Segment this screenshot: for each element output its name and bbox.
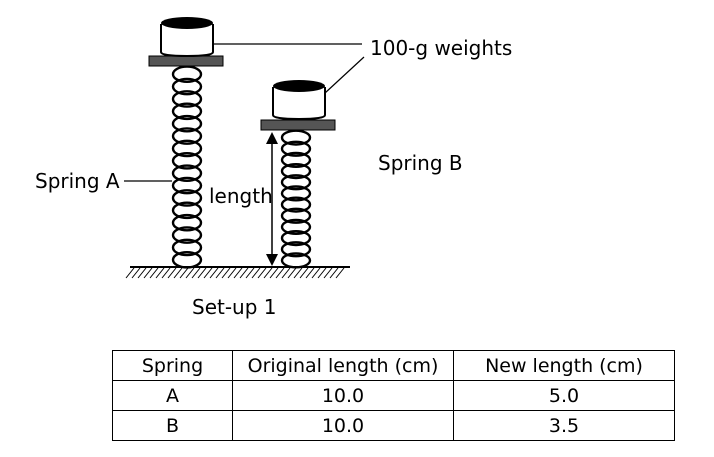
ground-hatch (137, 267, 147, 279)
spring-coil (171, 127, 203, 145)
ground-hatch (203, 267, 213, 279)
ground-hatch (167, 267, 177, 279)
spring-coil (171, 238, 203, 257)
setup-label: Set-up 1 (192, 295, 277, 319)
cell-original-length: 10.0 (232, 410, 454, 441)
table-row: B 10.0 3.5 (112, 410, 675, 441)
spring-a-plate (148, 55, 224, 67)
cell-new-length: 3.5 (453, 410, 675, 441)
ground-hatch (173, 267, 183, 279)
ground-hatch (305, 267, 315, 279)
results-table-wrapper: Spring Original length (cm) New length (… (112, 350, 675, 441)
spring-coil (171, 77, 203, 96)
spring-coil (280, 185, 312, 202)
spring-b-label: Spring B (378, 151, 463, 175)
ground-hatch (209, 267, 219, 279)
spring-a (148, 17, 224, 269)
spring-coil (171, 139, 203, 158)
weights-label: 100-g weights (370, 36, 512, 60)
cell-original-length: 10.0 (232, 380, 454, 411)
cell-new-length: 5.0 (453, 380, 675, 411)
ground-hatch (143, 267, 153, 279)
spring-coil (171, 201, 203, 220)
ground-hatch (125, 267, 135, 279)
ground-hatch (149, 267, 159, 279)
ground-hatch (311, 267, 321, 279)
ground-hatch (329, 267, 339, 279)
spring-coil (171, 90, 203, 108)
ground-hatch (317, 267, 327, 279)
ground-hatch (239, 267, 249, 279)
ground-hatch (221, 267, 231, 279)
ground-hatch (227, 267, 237, 279)
spring-coil (280, 162, 312, 180)
ground-hatch (293, 267, 303, 279)
spring-b-plate (260, 119, 336, 131)
spring-coil (280, 229, 312, 247)
ground-hatch (245, 267, 255, 279)
spring-coil (171, 213, 203, 232)
ground-hatch (287, 267, 297, 279)
spring-coil (280, 196, 312, 213)
ground-hatch (155, 267, 165, 279)
spring-coil (171, 102, 203, 121)
spring-setup-diagram: 100-g weights Spring B Spring A length S… (35, 17, 512, 319)
ground-hatch (263, 267, 273, 279)
spring-coil (171, 176, 203, 195)
ground-hatch (233, 267, 243, 279)
header-spring: Spring (112, 350, 233, 381)
spring-coil (171, 164, 203, 183)
results-table: Spring Original length (cm) New length (… (112, 350, 675, 441)
length-label: length (209, 184, 273, 208)
spring-coil (171, 151, 203, 170)
ground-hatch (179, 267, 189, 279)
spring-coil (171, 250, 203, 269)
cell-spring: A (112, 380, 233, 411)
ground-hatch (281, 267, 291, 279)
ground-hatch (215, 267, 225, 279)
spring-coil (280, 241, 312, 258)
spring-coil (280, 129, 312, 146)
ground-hatch (275, 267, 285, 279)
spring-coil (171, 226, 203, 244)
ground-hatch (335, 267, 345, 279)
ground-hatch (299, 267, 309, 279)
spring-coil (280, 218, 312, 236)
spring-coil (171, 114, 203, 133)
table-header-row: Spring Original length (cm) New length (… (112, 350, 675, 381)
ground-hatch (131, 267, 141, 279)
ground (125, 266, 350, 279)
spring-coil (171, 65, 203, 84)
spring-coil (280, 207, 312, 224)
weights-leader-b (324, 56, 365, 94)
spring-a-weight (160, 17, 214, 58)
spring-b (260, 80, 336, 269)
ground-hatch (197, 267, 207, 279)
table-row: A 10.0 5.0 (112, 380, 675, 411)
header-original-length: Original length (cm) (232, 350, 454, 381)
spring-coil (280, 174, 312, 191)
ground-hatch (161, 267, 171, 279)
header-new-length: New length (cm) (453, 350, 675, 381)
ground-hatch (251, 267, 261, 279)
ground-hatch (323, 267, 333, 279)
cell-spring: B (112, 410, 233, 441)
ground-hatch (185, 267, 195, 279)
spring-coil (280, 252, 312, 269)
spring-b-weight (272, 80, 326, 121)
spring-coil (280, 140, 312, 157)
ground-hatch (257, 267, 267, 279)
spring-coil (171, 189, 203, 207)
ground-hatch (191, 267, 201, 279)
spring-a-label: Spring A (35, 169, 120, 193)
ground-hatch (269, 267, 279, 279)
spring-coil (280, 151, 312, 169)
